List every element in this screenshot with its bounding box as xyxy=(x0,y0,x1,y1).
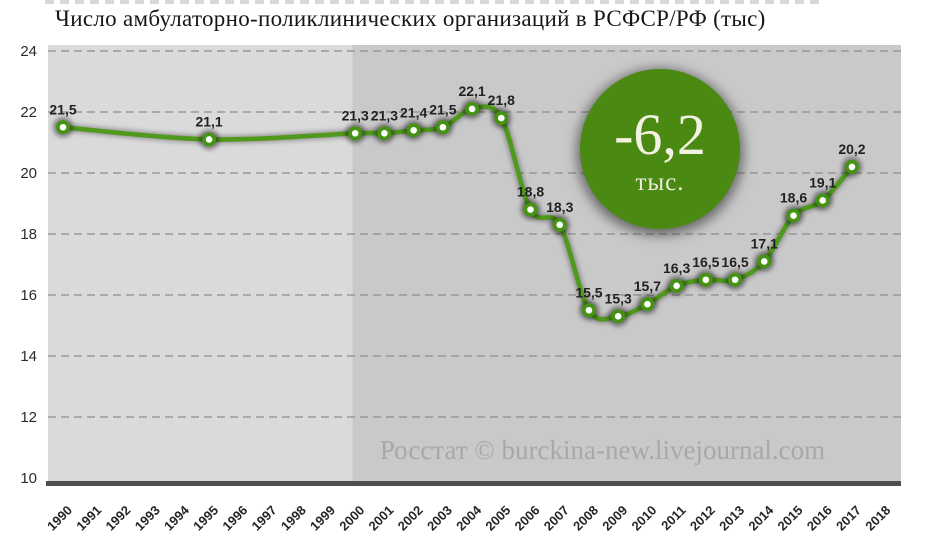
x-axis-tick-label: 1997 xyxy=(249,503,280,534)
data-point-marker-center xyxy=(819,197,827,204)
x-axis-tick-label: 2006 xyxy=(512,503,543,534)
data-point-marker-center xyxy=(205,136,213,143)
x-axis-tick-label: 2013 xyxy=(716,503,747,534)
x-axis-tick-label: 2003 xyxy=(424,503,455,534)
cropped-artifact-strip xyxy=(45,0,822,4)
data-point-marker-center xyxy=(731,276,739,284)
data-point-marker-center xyxy=(614,313,622,320)
annotation-unit: тыс. xyxy=(635,168,685,196)
annotation-value: -6,2 xyxy=(614,101,706,167)
data-point-label: 16,5 xyxy=(721,254,748,270)
x-axis-tick-label: 2010 xyxy=(628,503,659,534)
x-axis-tick-label: 2002 xyxy=(395,503,426,534)
y-axis-tick-label: 16 xyxy=(20,287,37,304)
x-axis-bar xyxy=(46,481,901,486)
x-axis-tick-label: 1992 xyxy=(102,503,133,534)
y-axis-tick-label: 10 xyxy=(20,470,37,487)
data-point-label: 18,3 xyxy=(546,199,573,215)
x-axis-tick-label: 2012 xyxy=(687,503,718,534)
data-point-label: 21,5 xyxy=(49,101,76,117)
data-point-marker-center xyxy=(790,212,797,219)
x-axis-tick-label: 1999 xyxy=(307,503,338,534)
data-point-label: 19,1 xyxy=(809,174,836,190)
data-point-marker-center xyxy=(381,130,388,137)
data-point-marker-center xyxy=(585,306,593,314)
data-point-marker-center xyxy=(702,276,710,284)
x-axis-tick-label: 1998 xyxy=(278,503,309,534)
data-point-label: 21,4 xyxy=(400,104,427,120)
data-point-marker-center xyxy=(410,127,417,134)
data-point-marker-center xyxy=(760,258,768,265)
x-axis-tick-label: 2011 xyxy=(658,503,689,534)
data-point-marker-center xyxy=(673,282,680,290)
x-axis-tick-label: 2005 xyxy=(482,503,513,534)
data-point-label: 22,1 xyxy=(458,83,485,99)
data-point-marker-center xyxy=(527,206,534,213)
y-axis-tick-label: 18 xyxy=(20,226,37,243)
data-point-label: 21,5 xyxy=(429,101,456,117)
x-axis-tick-label: 2000 xyxy=(336,503,367,534)
y-axis-tick-label: 20 xyxy=(20,165,37,182)
x-axis-tick-label: 1996 xyxy=(219,503,250,534)
x-axis-tick-label: 2008 xyxy=(570,503,601,534)
x-axis-tick-label: 2007 xyxy=(541,503,572,534)
data-point-label: 17,1 xyxy=(751,235,778,251)
x-axis-tick-label: 1994 xyxy=(161,502,193,534)
data-point-label: 20,2 xyxy=(838,141,865,157)
x-axis-tick-label: 1995 xyxy=(190,503,221,534)
data-point-label: 15,3 xyxy=(605,290,632,306)
data-point-marker-center xyxy=(351,130,359,137)
x-axis-tick-label: 2015 xyxy=(775,503,806,534)
x-axis-tick-label: 1991 xyxy=(73,503,104,534)
data-point-marker-center xyxy=(848,163,856,171)
x-axis-tick-label: 2001 xyxy=(365,503,396,534)
plot-area-pre-2000 xyxy=(48,45,353,481)
data-point-marker-center xyxy=(59,123,67,131)
x-axis-tick-label: 2004 xyxy=(453,502,485,534)
x-axis-tick-label: 2018 xyxy=(862,503,893,534)
watermark: Росстат © burckina-new.livejournal.com xyxy=(379,435,826,465)
chart-title: Число амбулаторно-поликлинических органи… xyxy=(55,6,766,31)
data-point-label: 21,3 xyxy=(342,107,369,123)
x-axis-tick-label: 1990 xyxy=(44,503,75,534)
data-point-marker-center xyxy=(439,123,447,131)
y-axis-tick-label: 12 xyxy=(20,409,37,426)
x-axis-tick-label: 1993 xyxy=(132,503,163,534)
x-axis-tick-label: 2014 xyxy=(745,502,777,534)
data-point-marker-center xyxy=(644,300,651,308)
data-point-label: 16,3 xyxy=(663,260,690,276)
data-point-label: 18,8 xyxy=(517,184,544,200)
x-axis-tick-label: 2009 xyxy=(599,503,630,534)
data-point-label: 21,8 xyxy=(488,92,515,108)
data-point-label: 21,3 xyxy=(371,107,398,123)
y-axis-tick-label: 14 xyxy=(20,348,37,365)
data-point-marker-center xyxy=(556,221,564,229)
data-point-label: 15,5 xyxy=(575,284,602,300)
data-point-marker-center xyxy=(468,105,476,113)
data-point-label: 16,5 xyxy=(692,254,719,270)
y-axis-tick-label: 24 xyxy=(20,43,37,60)
annotation-circle: -6,2 тыс. xyxy=(580,69,740,229)
x-axis-tick-label: 2017 xyxy=(833,503,864,534)
data-point-label: 18,6 xyxy=(780,190,807,206)
data-point-label: 21,1 xyxy=(195,113,222,129)
data-point-label: 15,7 xyxy=(634,278,661,294)
y-axis-tick-label: 22 xyxy=(20,104,37,121)
x-axis-tick-label: 2016 xyxy=(804,503,835,534)
data-point-marker-center xyxy=(498,114,505,122)
